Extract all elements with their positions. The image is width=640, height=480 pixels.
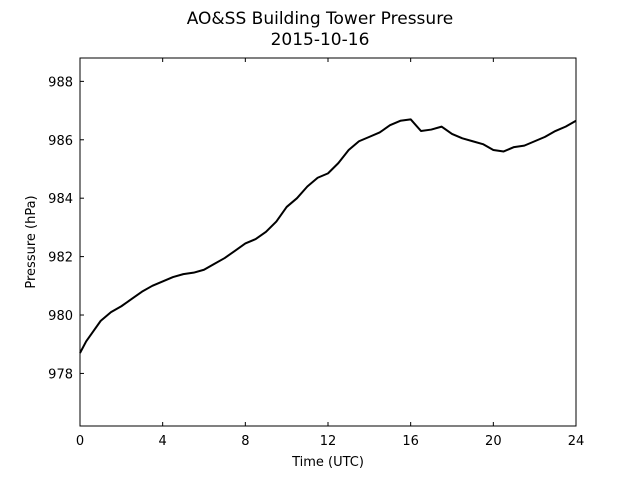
x-tick-label-4: 4 bbox=[159, 434, 167, 449]
x-tick-label-24: 24 bbox=[568, 434, 585, 449]
chart-subtitle: 2015-10-16 bbox=[271, 30, 370, 50]
y-tick-label-984: 984 bbox=[48, 192, 73, 207]
y-tick-label-986: 986 bbox=[48, 134, 73, 149]
y-tick-label-988: 988 bbox=[48, 75, 73, 90]
plot-area-frame bbox=[79, 57, 577, 427]
x-tick-label-12: 12 bbox=[320, 434, 337, 449]
y-tick-label-982: 982 bbox=[48, 251, 73, 266]
x-tick-label-16: 16 bbox=[402, 434, 419, 449]
x-tick-label-0: 0 bbox=[76, 434, 84, 449]
y-axis-label: Pressure (hPa) bbox=[24, 195, 39, 288]
y-tick-label-978: 978 bbox=[48, 367, 73, 382]
x-tick-label-20: 20 bbox=[485, 434, 502, 449]
chart-title: AO&SS Building Tower Pressure bbox=[187, 9, 454, 29]
x-axis-ticks: 0 4 8 12 16 20 24 bbox=[76, 58, 584, 449]
x-tick-label-8: 8 bbox=[241, 434, 249, 449]
y-axis-ticks: 978 980 982 984 986 988 bbox=[48, 75, 84, 382]
pressure-series-line bbox=[79, 118, 577, 354]
y-tick-label-980: 980 bbox=[48, 309, 73, 324]
x-axis-label: Time (UTC) bbox=[291, 455, 364, 470]
